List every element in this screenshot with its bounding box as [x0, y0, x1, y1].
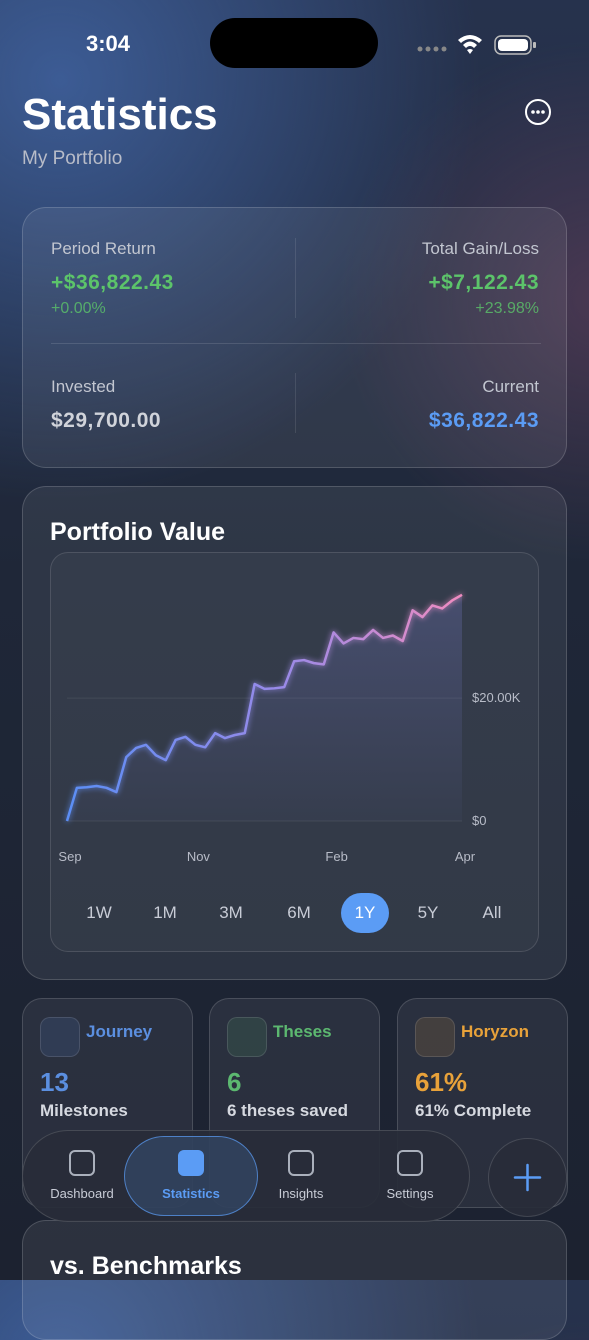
x-tick-label: Apr [455, 849, 476, 864]
range-button[interactable]: 3M [219, 903, 243, 922]
range-button[interactable]: All [482, 903, 502, 922]
card-value: 13 [40, 1067, 69, 1097]
range-button[interactable]: 1W [86, 903, 112, 922]
divider [295, 238, 296, 318]
stat-change: +0.00% [51, 300, 106, 317]
tab-label[interactable]: Statistics [162, 1186, 220, 1201]
stat-label: Current [482, 377, 539, 396]
card-value: 6 [227, 1067, 242, 1097]
divider [51, 343, 541, 344]
tab-icon [288, 1150, 314, 1176]
stat-value: +$7,122.43 [428, 271, 539, 294]
range-button[interactable]: 1Y [341, 893, 389, 933]
stat-label: Total Gain/Loss [421, 239, 539, 258]
card-subtitle: 61% Complete [415, 1101, 532, 1120]
x-tick-label: Nov [187, 849, 211, 864]
tab-highlight [124, 1136, 258, 1216]
chart: $0 $20.00K Sep Nov Feb Apr [58, 593, 521, 864]
card-title: Horyzon [461, 1022, 529, 1041]
status-time: 3:04 [86, 31, 131, 56]
range-button[interactable]: 5Y [417, 903, 439, 922]
card-subtitle: 6 theses saved [227, 1101, 348, 1120]
area [67, 594, 462, 821]
card-title: Journey [86, 1022, 153, 1041]
stat-value: $36,822.43 [428, 409, 539, 432]
tab-icon [397, 1150, 423, 1176]
card-icon [40, 1017, 80, 1057]
section-title: vs. Benchmarks [50, 1252, 242, 1280]
y-tick-label: $0 [472, 813, 486, 828]
range-button[interactable]: 6M [287, 903, 311, 922]
more-button[interactable] [524, 98, 552, 126]
price-line [65, 593, 463, 822]
y-tick-label: $20.00K [472, 690, 521, 705]
dynamic-island [210, 18, 378, 68]
page-title: Statistics [22, 90, 218, 139]
stat-label: Period Return [51, 239, 156, 258]
add-button[interactable] [487, 1137, 568, 1218]
stat-label: Invested [51, 377, 116, 396]
summary-card: Period Return +$36,822.43 +0.00% Total G… [22, 207, 567, 468]
chart-title: Portfolio Value [50, 518, 226, 546]
tab-label[interactable]: Dashboard [50, 1186, 114, 1201]
tab-label[interactable]: Settings [386, 1186, 434, 1201]
stat-change: +23.98% [475, 300, 539, 317]
x-tick-label: Sep [58, 849, 81, 864]
card-icon [415, 1017, 455, 1057]
tab-icon [178, 1150, 204, 1176]
stat-value: +$36,822.43 [51, 271, 174, 294]
stat-value: $29,700.00 [51, 409, 162, 432]
x-tick-label: Feb [325, 849, 347, 864]
divider [295, 373, 296, 433]
page-subtitle: My Portfolio [22, 148, 123, 169]
card-title: Theses [273, 1022, 332, 1041]
card-value: 61% [415, 1067, 468, 1097]
chart-frame [50, 552, 539, 952]
range-button[interactable]: 1M [153, 903, 177, 922]
status-icons [417, 35, 536, 55]
tab-label[interactable]: Insights [278, 1186, 324, 1201]
card-icon [227, 1017, 267, 1057]
card-subtitle: Milestones [40, 1101, 128, 1120]
tab-icon [69, 1150, 95, 1176]
